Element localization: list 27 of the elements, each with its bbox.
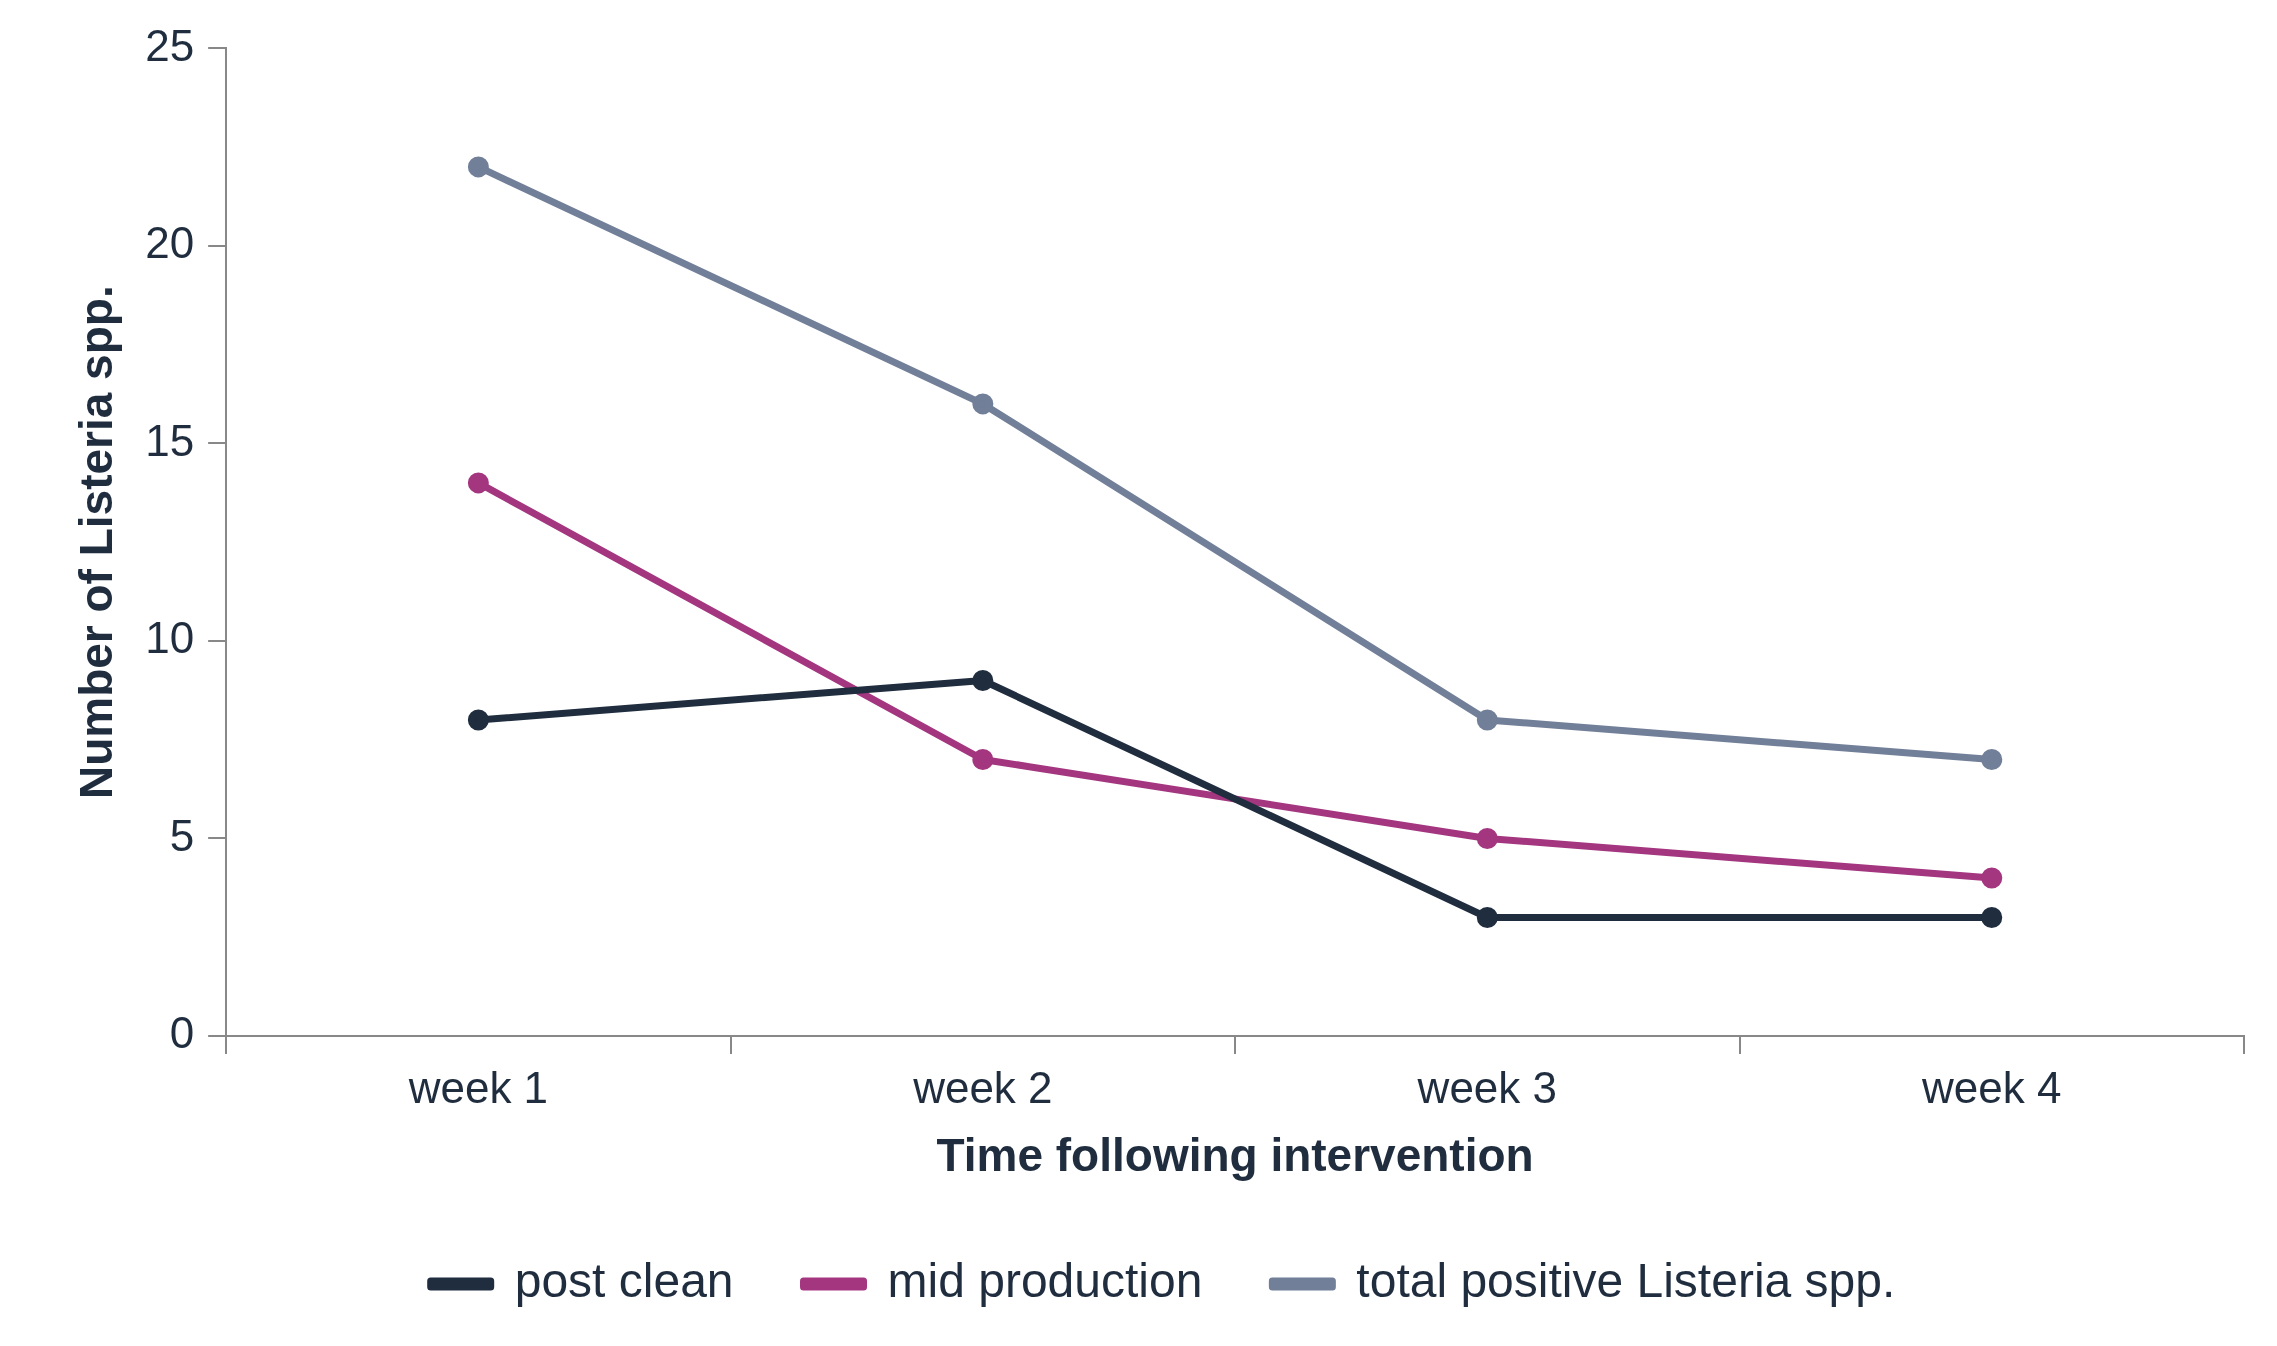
legend-label: post clean bbox=[514, 1254, 734, 1308]
x-axis-title: Time following intervention bbox=[936, 1129, 1534, 1182]
x-tick-label: week 3 bbox=[1416, 1062, 1558, 1112]
x-tick-label: week 2 bbox=[912, 1062, 1053, 1112]
point bbox=[467, 156, 489, 178]
x-tick-label: week 1 bbox=[407, 1062, 549, 1112]
y-tick-label: 0 bbox=[169, 1008, 195, 1058]
point bbox=[972, 393, 994, 415]
y-tick-label: 20 bbox=[145, 218, 195, 268]
point bbox=[972, 748, 994, 770]
point bbox=[1981, 748, 2003, 770]
point bbox=[1476, 709, 1498, 731]
point bbox=[1476, 827, 1498, 849]
point bbox=[467, 709, 489, 731]
legend-label: mid production bbox=[887, 1254, 1203, 1308]
y-axis-title: Number of Listeria spp. bbox=[70, 285, 123, 800]
y-tick-label: 10 bbox=[145, 613, 195, 663]
y-tick-label: 25 bbox=[145, 20, 195, 70]
x-tick-label: week 4 bbox=[1921, 1062, 2062, 1112]
point bbox=[1476, 906, 1498, 928]
y-tick-label: 5 bbox=[169, 810, 195, 860]
legend-label: total positive Listeria spp. bbox=[1356, 1254, 1896, 1308]
point bbox=[972, 669, 994, 691]
point bbox=[1981, 906, 2003, 928]
y-tick-label: 15 bbox=[145, 415, 195, 465]
point bbox=[467, 472, 489, 494]
point bbox=[1981, 867, 2003, 889]
